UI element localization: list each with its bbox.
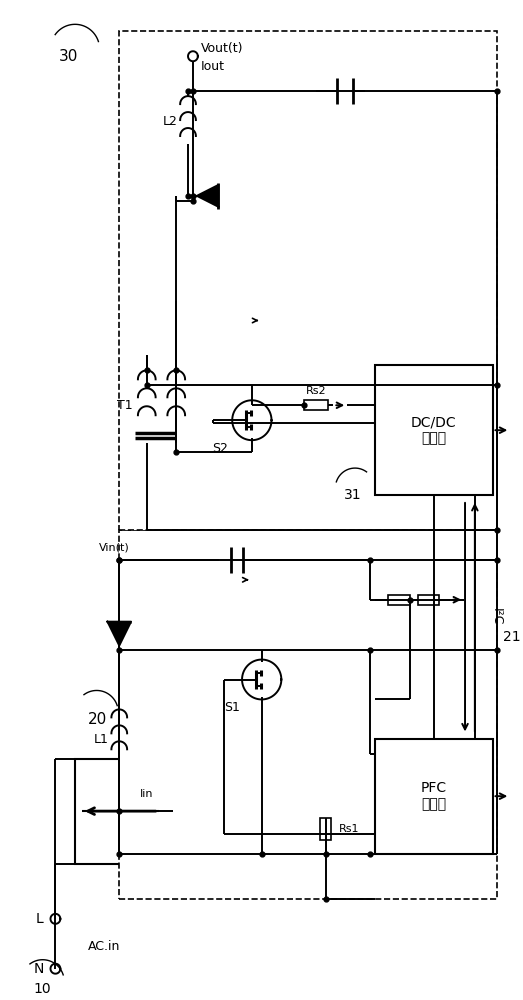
- Text: DC/DC
控制器: DC/DC 控制器: [411, 415, 457, 445]
- Text: Vout(t): Vout(t): [201, 42, 243, 55]
- Bar: [119, 31, 497, 530]
- Text: 30: 30: [59, 49, 78, 64]
- Text: 21: 21: [503, 630, 521, 644]
- Polygon shape: [197, 185, 219, 207]
- Text: L: L: [36, 912, 43, 926]
- Bar: [389, 595, 410, 605]
- Text: 10: 10: [34, 982, 51, 996]
- Text: Iin: Iin: [140, 789, 154, 799]
- Polygon shape: [107, 622, 131, 646]
- Text: S1: S1: [224, 701, 240, 714]
- Bar: [320, 818, 332, 840]
- Text: Vin(t): Vin(t): [99, 543, 130, 553]
- Text: Rs1: Rs1: [339, 824, 360, 834]
- Text: PFC
控制器: PFC 控制器: [420, 781, 447, 811]
- Bar: [374, 739, 493, 854]
- Bar: [374, 365, 493, 495]
- Bar: [418, 595, 439, 605]
- Bar: [75, 759, 173, 864]
- Bar: [304, 400, 327, 410]
- Text: L1: L1: [94, 733, 109, 746]
- Text: Iout: Iout: [201, 60, 225, 73]
- Text: 31: 31: [344, 488, 362, 502]
- Text: L2: L2: [163, 115, 178, 128]
- Text: I²C: I²C: [490, 608, 503, 625]
- Bar: [119, 530, 497, 899]
- Text: Rs2: Rs2: [305, 386, 326, 396]
- Text: S2: S2: [212, 442, 229, 455]
- Text: 20: 20: [88, 712, 107, 727]
- Text: T1: T1: [117, 399, 133, 412]
- Text: N: N: [33, 962, 43, 976]
- Text: AC.in: AC.in: [88, 940, 121, 953]
